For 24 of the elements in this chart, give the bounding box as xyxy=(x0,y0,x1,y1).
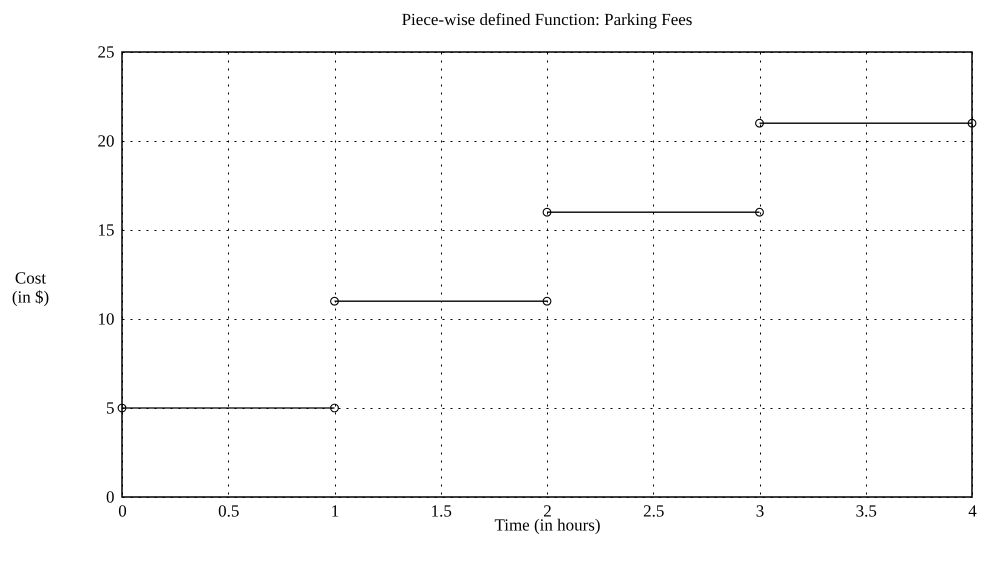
y-tick-label: 15 xyxy=(98,220,114,240)
point xyxy=(118,404,126,412)
x-tick-label: 1 xyxy=(330,502,340,520)
chart-title: Piece-wise defined Function: Parking Fees xyxy=(402,10,692,29)
point xyxy=(755,118,764,128)
point xyxy=(755,208,764,217)
x-tick-label: 3 xyxy=(756,502,764,520)
point xyxy=(542,296,552,306)
x-tick-label: 1.5 xyxy=(430,502,452,520)
x-tick-label: 4 xyxy=(968,502,978,520)
point xyxy=(330,404,339,412)
point xyxy=(542,208,552,217)
point xyxy=(968,118,976,128)
point xyxy=(330,296,339,306)
y-tick-label: 25 xyxy=(98,42,114,62)
x-tick-label: 0 xyxy=(118,502,127,520)
y-tick-label: 5 xyxy=(106,398,114,418)
x-tick-label: 3.5 xyxy=(856,502,877,520)
x-tick-label: 2.5 xyxy=(643,502,664,520)
y-tick-label: 10 xyxy=(98,310,114,328)
x-tick-label: 0.5 xyxy=(218,502,240,520)
y-tick-label: 20 xyxy=(98,132,114,150)
y-tick-label: 0 xyxy=(106,488,114,506)
y-axis-title: Cost (in $) xyxy=(12,268,50,306)
